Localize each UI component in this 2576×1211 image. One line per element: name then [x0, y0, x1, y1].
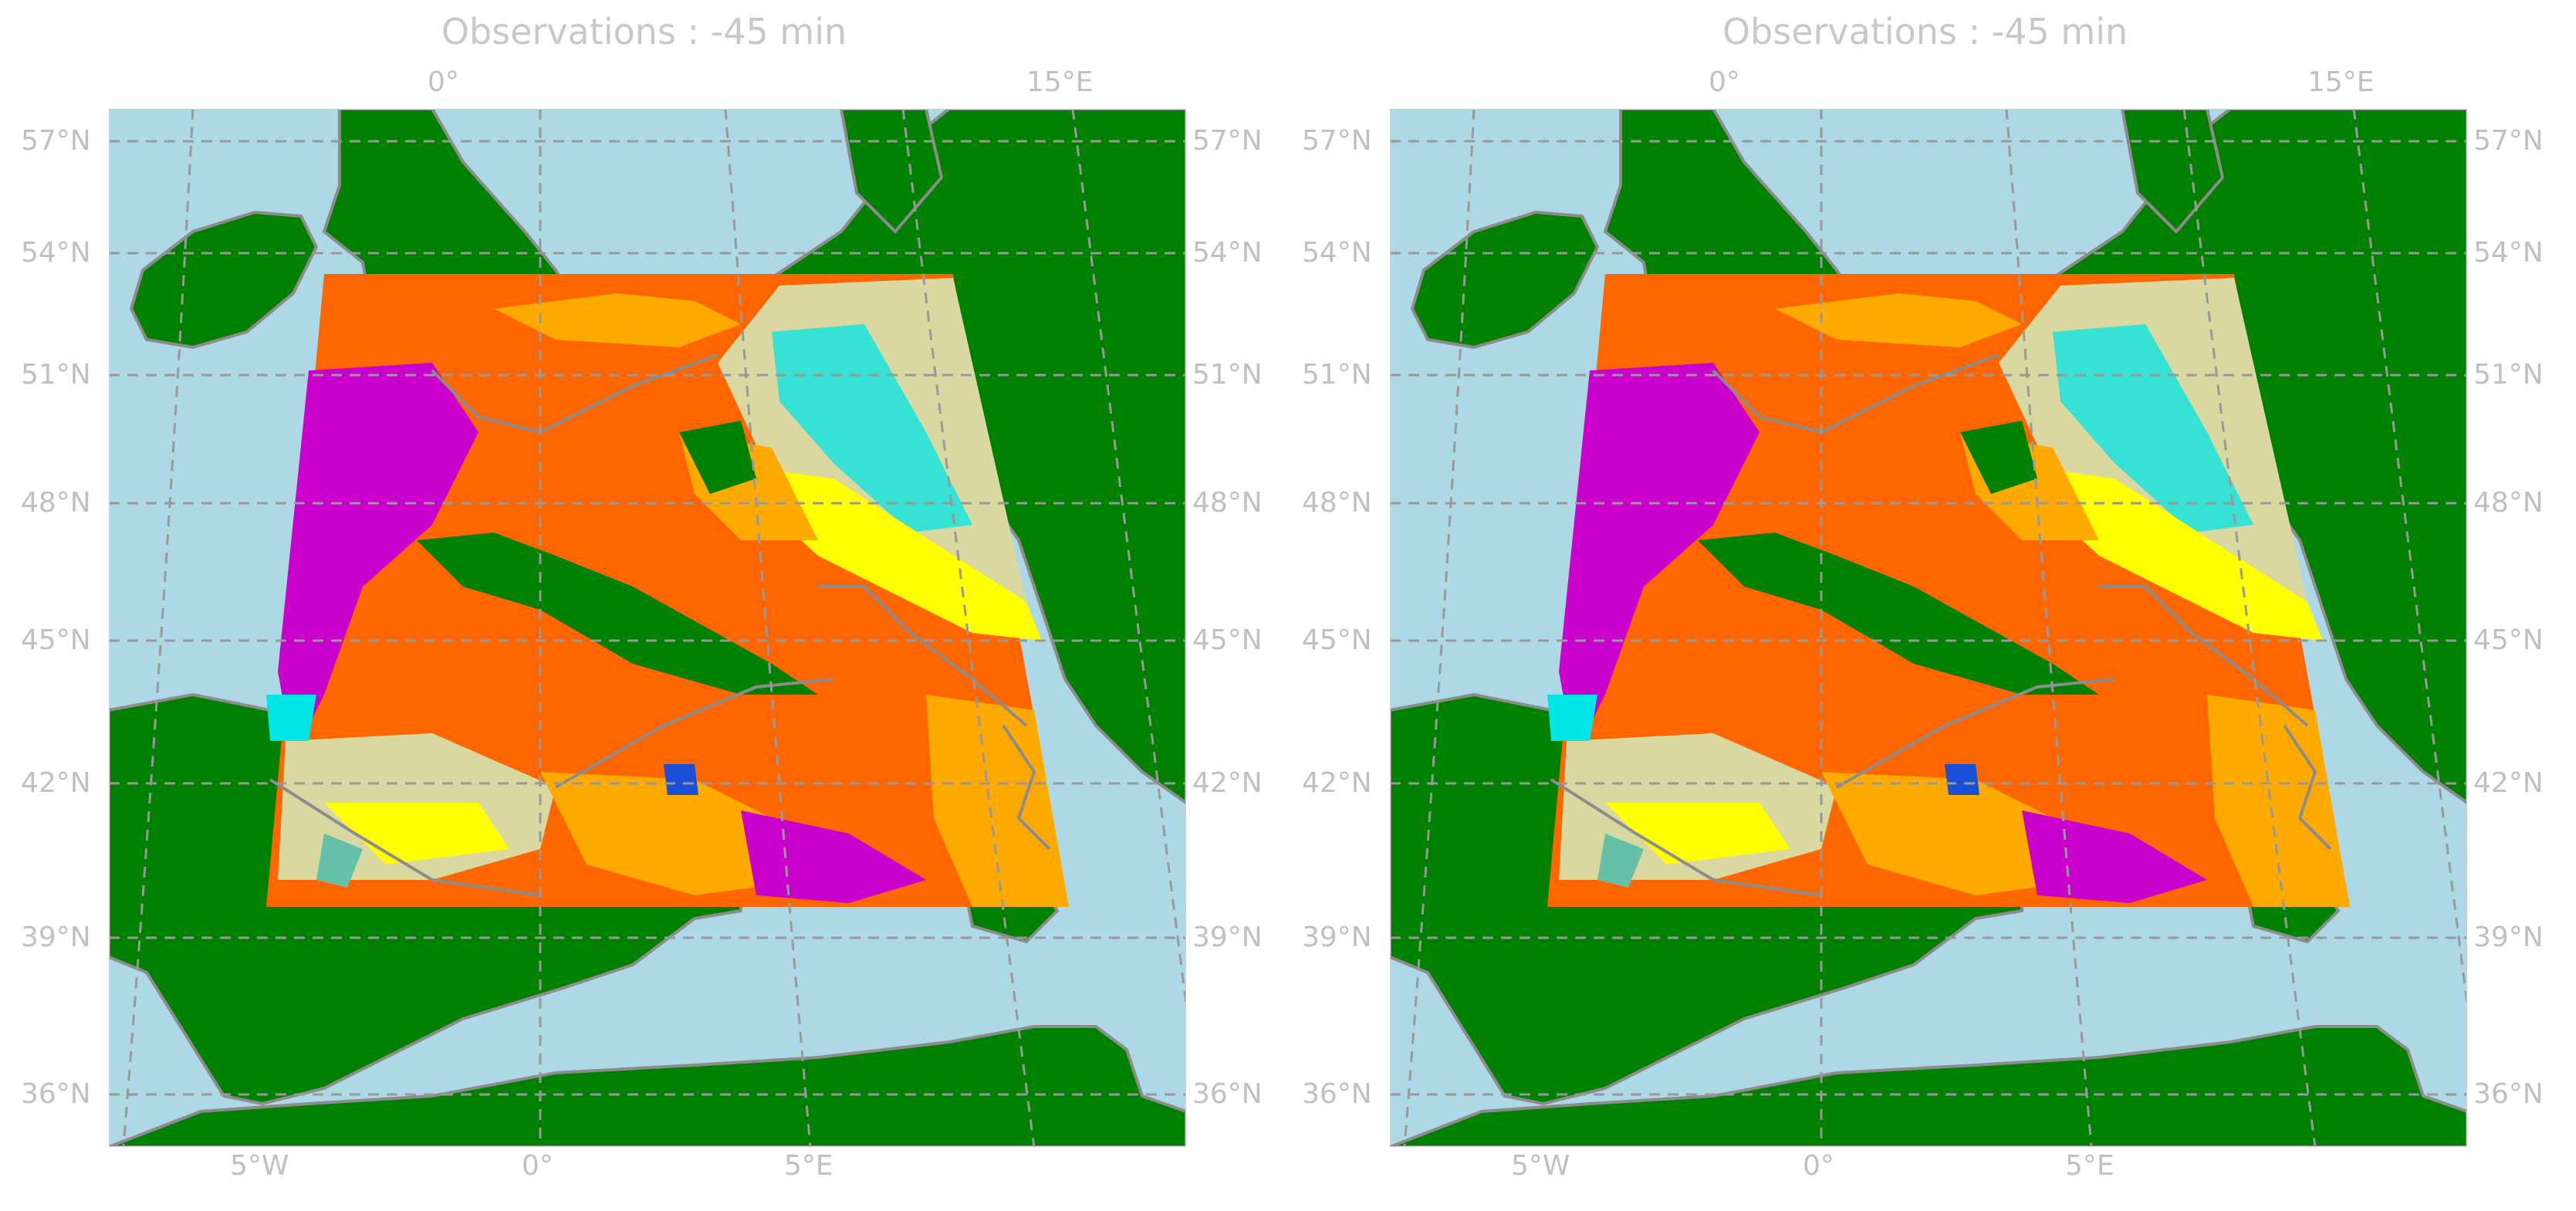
left-label-36n: 36°N [21, 1078, 91, 1110]
panel-title: Observations : -45 min [441, 11, 847, 52]
cloud-swath [266, 274, 1069, 907]
bottom-label-5e: 5°E [2065, 1150, 2115, 1182]
left-label-39n: 39°N [1302, 922, 1372, 953]
right-label-36n: 36°N [2473, 1078, 2544, 1110]
left-label-57n: 57°N [1302, 125, 1372, 157]
top-label-0: 0° [1709, 66, 1740, 98]
left-label-48n: 48°N [21, 487, 91, 519]
right-label-39n: 39°N [2473, 922, 2544, 953]
right-label-57n: 57°N [2473, 125, 2544, 157]
left-label-36n: 36°N [1302, 1078, 1372, 1110]
right-label-42n: 42°N [2473, 767, 2544, 799]
left-label-51n: 51°N [1302, 359, 1372, 391]
ireland [129, 210, 319, 350]
map-canvas [1390, 109, 2467, 1147]
top-label-15e: 15°E [2307, 66, 2375, 98]
left-label-39n: 39°N [21, 922, 91, 953]
panel-title: Observations : -45 min [1722, 11, 2128, 52]
right-label-45n: 45°N [1192, 624, 1263, 656]
left-label-51n: 51°N [21, 359, 91, 391]
left-label-54n: 54°N [21, 237, 91, 269]
right-label-54n: 54°N [2473, 237, 2544, 269]
bottom-label-0: 0° [522, 1150, 553, 1182]
right-label-36n: 36°N [1192, 1078, 1263, 1110]
left-label-42n: 42°N [1302, 767, 1372, 799]
bottom-label-5w: 5°W [1511, 1150, 1570, 1182]
right-label-57n: 57°N [1192, 125, 1263, 157]
right-label-51n: 51°N [1192, 359, 1263, 391]
map-canvas [109, 109, 1186, 1147]
right-label-39n: 39°N [1192, 922, 1263, 953]
graticule [1390, 109, 2467, 1147]
left-label-45n: 45°N [21, 624, 91, 656]
map-panel-left: Observations : -45 min [21, 11, 1263, 1182]
denmark [839, 109, 944, 234]
top-label-15e: 15°E [1026, 66, 1094, 98]
bottom-label-0: 0° [1803, 1150, 1834, 1182]
ireland [1410, 210, 1600, 350]
left-label-45n: 45°N [1302, 624, 1372, 656]
right-label-45n: 45°N [2473, 624, 2544, 656]
map-panel-right: Observations : -45 min [1281, 0, 2569, 1211]
north-africa [1390, 1025, 2467, 1147]
bottom-label-5e: 5°E [784, 1150, 833, 1182]
left-label-57n: 57°N [21, 125, 91, 157]
left-label-48n: 48°N [1302, 487, 1372, 519]
country-borders [1550, 353, 2332, 897]
denmark [2120, 109, 2225, 234]
right-label-48n: 48°N [1192, 487, 1263, 519]
left-label-54n: 54°N [1302, 237, 1372, 269]
right-label-54n: 54°N [1192, 237, 1263, 269]
cloud-swath [1547, 274, 2350, 907]
graticule [109, 109, 1186, 1147]
right-label-48n: 48°N [2473, 487, 2544, 519]
right-label-51n: 51°N [2473, 359, 2544, 391]
left-label-42n: 42°N [21, 767, 91, 799]
top-label-0: 0° [428, 66, 459, 98]
bottom-label-5w: 5°W [230, 1150, 289, 1182]
north-africa [109, 1025, 1186, 1147]
right-label-42n: 42°N [1192, 767, 1263, 799]
